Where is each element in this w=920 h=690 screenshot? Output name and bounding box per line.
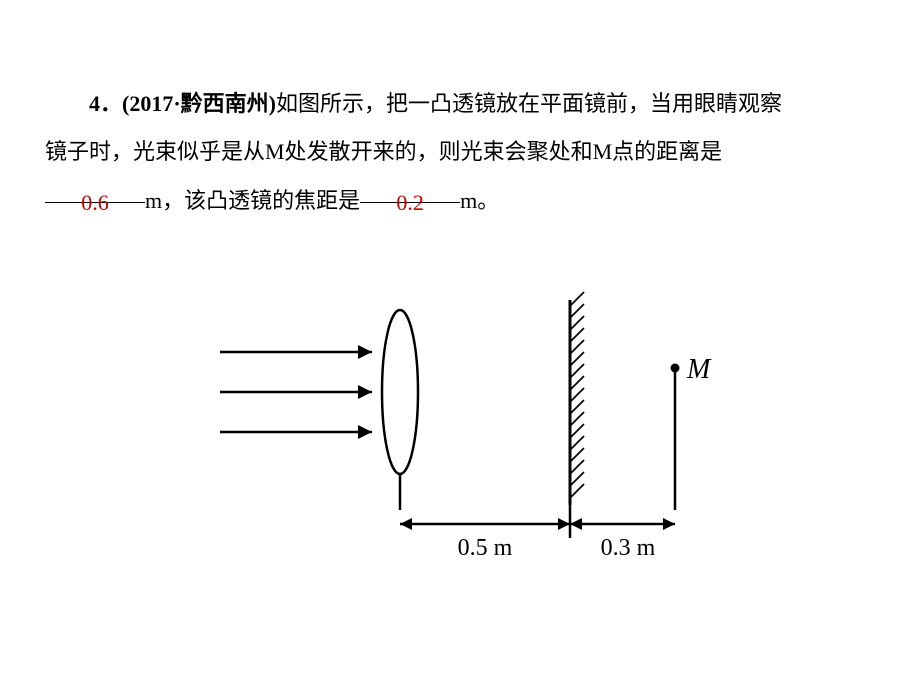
question-number: 4．(2017·黔西南州) bbox=[89, 91, 276, 116]
blank-2-answer: 0.2 bbox=[396, 190, 424, 215]
line1-rest: 如图所示，把一凸透镜放在平面镜前，当用眼睛观察 bbox=[276, 91, 782, 116]
end-text: m。 bbox=[460, 188, 499, 213]
svg-text:0.5 m: 0.5 m bbox=[458, 535, 513, 561]
diagram-svg: M 0.5 m 0.3 m bbox=[210, 280, 730, 620]
diagram: M 0.5 m 0.3 m bbox=[210, 280, 730, 625]
question-line-2: 镜子时，光束似乎是从M处发散开来的，则光束会聚处和M点的距离是 bbox=[45, 128, 875, 176]
question-text: 4．(2017·黔西南州)如图所示，把一凸透镜放在平面镜前，当用眼睛观察 镜子时… bbox=[45, 80, 875, 225]
question-line-3: 0.6m，该凸透镜的焦距是0.2m。 bbox=[45, 177, 875, 225]
blank-1-answer: 0.6 bbox=[81, 190, 109, 215]
blank-1: 0.6 bbox=[45, 177, 145, 203]
question-line-1: 4．(2017·黔西南州)如图所示，把一凸透镜放在平面镜前，当用眼睛观察 bbox=[45, 80, 875, 128]
mid-text: m，该凸透镜的焦距是 bbox=[145, 188, 360, 213]
blank-2: 0.2 bbox=[360, 177, 460, 203]
svg-text:0.3 m: 0.3 m bbox=[601, 535, 656, 561]
svg-text:M: M bbox=[686, 354, 712, 385]
